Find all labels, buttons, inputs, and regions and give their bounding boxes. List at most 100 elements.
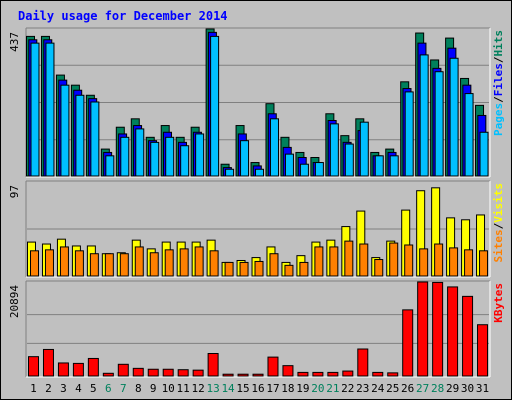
x-tick-label-day-30: 30 bbox=[461, 382, 474, 395]
bar-pages-day-4 bbox=[75, 94, 85, 177]
bar-sites-day-19 bbox=[299, 261, 309, 277]
bar-pages-day-16 bbox=[255, 168, 265, 177]
bar-pages-day-19 bbox=[299, 163, 309, 177]
bar-pages-day-5 bbox=[90, 101, 100, 177]
x-tick-label-day-13: 13 bbox=[206, 382, 219, 395]
x-tick-label-day-31: 31 bbox=[476, 382, 489, 395]
x-tick-label-day-23: 23 bbox=[356, 382, 369, 395]
x-tick-label-day-25: 25 bbox=[386, 382, 399, 395]
bar-pages-day-31 bbox=[479, 131, 489, 177]
bar-kbytes-day-6 bbox=[102, 372, 114, 377]
bar-kbytes-day-8 bbox=[132, 367, 144, 377]
x-tick-label-day-15: 15 bbox=[236, 382, 249, 395]
x-tick-label-day-6: 6 bbox=[105, 382, 112, 395]
bar-pages-day-20 bbox=[314, 162, 324, 177]
x-tick-label-day-24: 24 bbox=[371, 382, 385, 395]
bar-kbytes-day-28 bbox=[432, 281, 444, 377]
x-tick-label-day-5: 5 bbox=[90, 382, 97, 395]
bar-pages-day-25 bbox=[389, 155, 399, 177]
bar-pages-day-6 bbox=[105, 155, 115, 177]
bar-kbytes-day-16 bbox=[252, 373, 264, 377]
panel-legend-kbytes: KBytes bbox=[492, 283, 505, 323]
bar-kbytes-day-10 bbox=[162, 368, 174, 377]
bar-pages-day-8 bbox=[135, 128, 145, 177]
bar-kbytes-day-3 bbox=[57, 362, 69, 377]
bar-pages-day-14 bbox=[225, 168, 235, 177]
bar-pages-day-26 bbox=[404, 91, 414, 177]
x-tick-label-day-1: 1 bbox=[30, 382, 37, 395]
bar-pages-day-21 bbox=[329, 123, 339, 177]
x-tick-label-day-20: 20 bbox=[311, 382, 324, 395]
legend-entry-visits-0: Sites bbox=[492, 229, 505, 262]
bar-sites-day-5 bbox=[89, 253, 99, 277]
bar-sites-day-21 bbox=[329, 246, 339, 277]
bar-sites-day-29 bbox=[449, 247, 459, 277]
x-tick-label-day-29: 29 bbox=[446, 382, 459, 395]
bar-sites-day-8 bbox=[134, 246, 144, 277]
x-tick-label-day-26: 26 bbox=[401, 382, 414, 395]
bar-kbytes-day-23 bbox=[357, 348, 369, 377]
bar-kbytes-day-24 bbox=[372, 371, 384, 377]
bar-sites-day-31 bbox=[479, 250, 489, 277]
bar-kbytes-day-27 bbox=[417, 281, 429, 377]
x-tick-label-day-7: 7 bbox=[120, 382, 127, 395]
panel-legend-visits: Sites/Visits bbox=[492, 183, 505, 263]
bar-kbytes-day-11 bbox=[177, 369, 189, 377]
bar-sites-day-13 bbox=[209, 250, 219, 277]
bar-pages-day-12 bbox=[195, 133, 205, 177]
legend-entry-pages-0: Pages bbox=[492, 103, 505, 136]
bar-kbytes-day-30 bbox=[462, 295, 474, 377]
bar-sites-day-23 bbox=[359, 243, 369, 277]
bar-kbytes-day-1 bbox=[28, 356, 39, 377]
bar-kbytes-day-7 bbox=[117, 363, 129, 377]
x-tick-label-day-11: 11 bbox=[177, 382, 190, 395]
x-tick-label-day-19: 19 bbox=[296, 382, 309, 395]
bar-sites-day-28 bbox=[434, 243, 444, 277]
legend-entry-pages-2: Files bbox=[492, 63, 505, 96]
bar-sites-day-4 bbox=[74, 250, 84, 277]
bar-pages-day-1 bbox=[30, 42, 40, 177]
x-tick-label-day-12: 12 bbox=[192, 382, 205, 395]
y-axis-max-label-visits: 97 bbox=[8, 185, 21, 198]
bar-sites-day-24 bbox=[374, 259, 384, 277]
panel-legend-pages: Pages/Files/Hits bbox=[492, 30, 505, 136]
bar-kbytes-day-29 bbox=[447, 286, 459, 377]
x-tick-label-day-2: 2 bbox=[45, 382, 52, 395]
bar-kbytes-day-9 bbox=[147, 368, 159, 377]
bar-kbytes-day-12 bbox=[192, 369, 204, 377]
x-tick-label-day-10: 10 bbox=[162, 382, 175, 395]
bar-sites-day-10 bbox=[164, 249, 174, 277]
bar-pages-day-29 bbox=[449, 57, 459, 177]
bar-kbytes-day-22 bbox=[342, 370, 354, 377]
bar-pages-day-7 bbox=[120, 136, 130, 177]
legend-entry-kbytes-0: KBytes bbox=[492, 283, 505, 323]
bar-pages-day-2 bbox=[45, 42, 55, 177]
bar-kbytes-day-26 bbox=[402, 309, 414, 377]
x-tick-label-day-27: 27 bbox=[416, 382, 429, 395]
bar-sites-day-17 bbox=[269, 253, 279, 277]
legend-entry-visits-1: / bbox=[492, 222, 505, 229]
bar-sites-day-16 bbox=[254, 260, 264, 277]
bar-kbytes-day-13 bbox=[207, 353, 219, 377]
bar-kbytes-day-2 bbox=[42, 348, 54, 377]
x-tick-label-day-9: 9 bbox=[150, 382, 157, 395]
bar-sites-day-22 bbox=[344, 240, 354, 277]
bar-sites-day-9 bbox=[149, 252, 159, 277]
bar-kbytes-day-4 bbox=[72, 362, 84, 377]
bar-pages-day-27 bbox=[419, 54, 429, 177]
bar-sites-day-7 bbox=[119, 253, 129, 277]
bar-kbytes-day-18 bbox=[282, 365, 294, 377]
bar-pages-day-24 bbox=[374, 155, 384, 177]
bar-pages-day-28 bbox=[434, 71, 444, 177]
x-tick-label-day-17: 17 bbox=[266, 382, 279, 395]
legend-entry-pages-3: / bbox=[492, 56, 505, 63]
bar-sites-day-27 bbox=[419, 248, 429, 277]
legend-entry-pages-1: / bbox=[492, 96, 505, 103]
x-tick-label-day-18: 18 bbox=[281, 382, 294, 395]
bar-pages-day-18 bbox=[284, 153, 294, 177]
bar-sites-day-20 bbox=[314, 246, 324, 277]
bar-sites-day-12 bbox=[194, 246, 204, 277]
bar-sites-day-11 bbox=[179, 248, 189, 277]
x-tick-label-day-3: 3 bbox=[60, 382, 67, 395]
